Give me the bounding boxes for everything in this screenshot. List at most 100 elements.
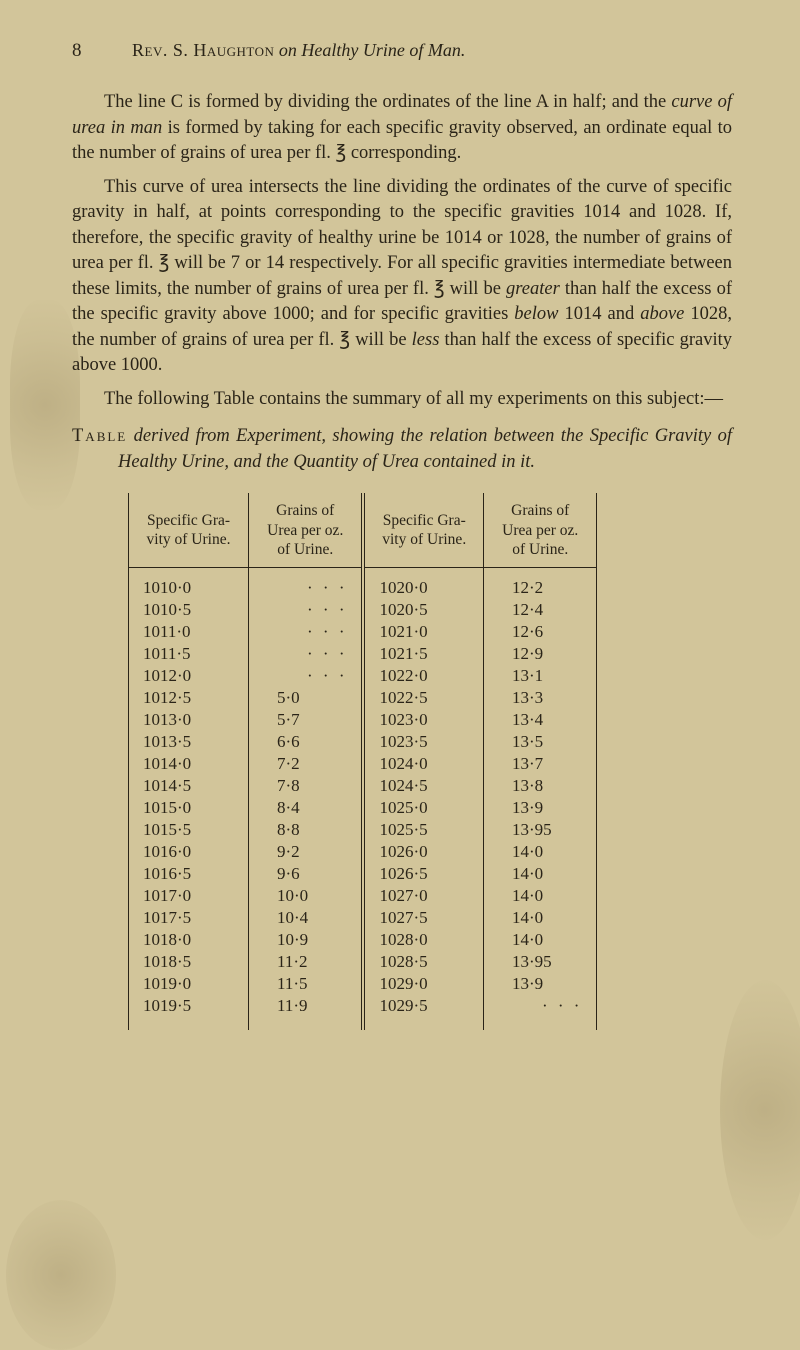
cell-sg-right: 1029·5 [363, 995, 483, 1030]
cell-urea-left: 11·5 [249, 973, 364, 995]
cell-sg-left: 1012·0 [129, 665, 249, 687]
cell-urea-left: · · · [249, 665, 364, 687]
cell-urea-right: 13·5 [483, 731, 596, 753]
page-content: 8 Rev. S. Haughton on Healthy Urine of M… [72, 40, 732, 1030]
cell-sg-left: 1015·5 [129, 819, 249, 841]
table-row: 1017·510·41027·514·0 [129, 907, 597, 929]
cell-urea-right: 12·4 [483, 599, 596, 621]
table-row: 1019·511·91029·5· · · [129, 995, 597, 1030]
cell-urea-right: 12·2 [483, 568, 596, 600]
cell-urea-left: 10·0 [249, 885, 364, 907]
cell-urea-right: 12·6 [483, 621, 596, 643]
cell-urea-left: 5·0 [249, 687, 364, 709]
paragraph-2: This curve of urea intersects the line d… [72, 175, 732, 379]
table-header-row: Specific Gra-vity of Urine. Grains ofUre… [129, 493, 597, 568]
cell-urea-right: 13·9 [483, 797, 596, 819]
cell-sg-left: 1014·5 [129, 775, 249, 797]
cell-urea-right: 14·0 [483, 863, 596, 885]
cell-sg-right: 1020·0 [363, 568, 483, 600]
cell-urea-left: · · · [249, 621, 364, 643]
author-name: Rev. S. Haughton [132, 40, 274, 60]
cell-urea-left: 8·4 [249, 797, 364, 819]
cell-urea-left: 5·7 [249, 709, 364, 731]
cell-urea-right: 13·1 [483, 665, 596, 687]
cell-urea-left: 8·8 [249, 819, 364, 841]
cell-urea-right: 12·9 [483, 643, 596, 665]
table-row: 1018·010·91028·014·0 [129, 929, 597, 951]
cell-urea-left: · · · [249, 643, 364, 665]
connector: on [274, 40, 301, 60]
cell-sg-right: 1025·5 [363, 819, 483, 841]
cell-urea-right: 14·0 [483, 929, 596, 951]
col-header-urea-right: Grains ofUrea per oz.of Urine. [483, 493, 596, 568]
cell-urea-left: 9·6 [249, 863, 364, 885]
table-row: 1012·0· · ·1022·013·1 [129, 665, 597, 687]
data-table: Specific Gra-vity of Urine. Grains ofUre… [128, 493, 732, 1030]
cell-urea-right: 13·9 [483, 973, 596, 995]
page-number: 8 [72, 40, 132, 62]
cell-urea-right: 13·8 [483, 775, 596, 797]
cell-urea-left: 10·4 [249, 907, 364, 929]
cell-sg-right: 1022·0 [363, 665, 483, 687]
running-head: 8 Rev. S. Haughton on Healthy Urine of M… [72, 40, 732, 62]
cell-sg-left: 1017·5 [129, 907, 249, 929]
cell-urea-right: 13·95 [483, 951, 596, 973]
cell-urea-right: 14·0 [483, 907, 596, 929]
cell-sg-right: 1021·0 [363, 621, 483, 643]
caption-text: derived from Experiment, showing the rel… [118, 426, 732, 472]
col-header-sg-right: Specific Gra-vity of Urine. [363, 493, 483, 568]
cell-urea-right: 14·0 [483, 841, 596, 863]
cell-urea-left: · · · [249, 599, 364, 621]
cell-sg-right: 1028·5 [363, 951, 483, 973]
cell-sg-left: 1010·0 [129, 568, 249, 600]
text-span: The line C is formed by dividing the ord… [104, 92, 671, 112]
col-header-urea-left: Grains ofUrea per oz.of Urine. [249, 493, 364, 568]
cell-urea-left: 7·2 [249, 753, 364, 775]
cell-urea-right: 13·7 [483, 753, 596, 775]
cell-urea-left: 11·2 [249, 951, 364, 973]
cell-urea-right: 13·3 [483, 687, 596, 709]
table-row: 1013·05·71023·013·4 [129, 709, 597, 731]
running-head-text: Rev. S. Haughton on Healthy Urine of Man… [132, 40, 465, 61]
cell-sg-right: 1023·0 [363, 709, 483, 731]
cell-sg-right: 1025·0 [363, 797, 483, 819]
table-row: 1015·58·81025·513·95 [129, 819, 597, 841]
cell-urea-left: 6·6 [249, 731, 364, 753]
cell-sg-right: 1024·0 [363, 753, 483, 775]
cell-sg-left: 1019·5 [129, 995, 249, 1030]
cell-urea-right: 13·95 [483, 819, 596, 841]
table-row: 1011·5· · ·1021·512·9 [129, 643, 597, 665]
text-italic: above [640, 304, 684, 324]
table-row: 1013·56·61023·513·5 [129, 731, 597, 753]
cell-sg-right: 1021·5 [363, 643, 483, 665]
caption-label: Table [72, 426, 127, 446]
cell-urea-left: 9·2 [249, 841, 364, 863]
paragraph-3: The following Table contains the summary… [72, 387, 732, 413]
cell-urea-right: · · · [483, 995, 596, 1030]
table-row: 1018·511·21028·513·95 [129, 951, 597, 973]
cell-sg-left: 1018·5 [129, 951, 249, 973]
cell-sg-left: 1016·5 [129, 863, 249, 885]
table-row: 1014·57·81024·513·8 [129, 775, 597, 797]
cell-sg-left: 1019·0 [129, 973, 249, 995]
table-row: 1017·010·01027·014·0 [129, 885, 597, 907]
text-span: is formed by taking for each specific gr… [72, 118, 732, 164]
col-header-sg-left: Specific Gra-vity of Urine. [129, 493, 249, 568]
text-italic: less [412, 330, 440, 350]
cell-urea-left: 11·9 [249, 995, 364, 1030]
running-title: Healthy Urine of Man. [301, 40, 465, 60]
cell-sg-left: 1012·5 [129, 687, 249, 709]
cell-sg-right: 1029·0 [363, 973, 483, 995]
cell-sg-right: 1027·5 [363, 907, 483, 929]
table-row: 1015·08·41025·013·9 [129, 797, 597, 819]
cell-urea-left: · · · [249, 568, 364, 600]
text-span: 1014 and [559, 304, 641, 324]
table-caption: Table derived from Experiment, showing t… [72, 424, 732, 475]
cell-sg-right: 1024·5 [363, 775, 483, 797]
cell-urea-right: 13·4 [483, 709, 596, 731]
cell-sg-left: 1017·0 [129, 885, 249, 907]
table-row: 1016·59·61026·514·0 [129, 863, 597, 885]
paragraph-1: The line C is formed by dividing the ord… [72, 90, 732, 167]
cell-sg-right: 1023·5 [363, 731, 483, 753]
cell-sg-left: 1016·0 [129, 841, 249, 863]
